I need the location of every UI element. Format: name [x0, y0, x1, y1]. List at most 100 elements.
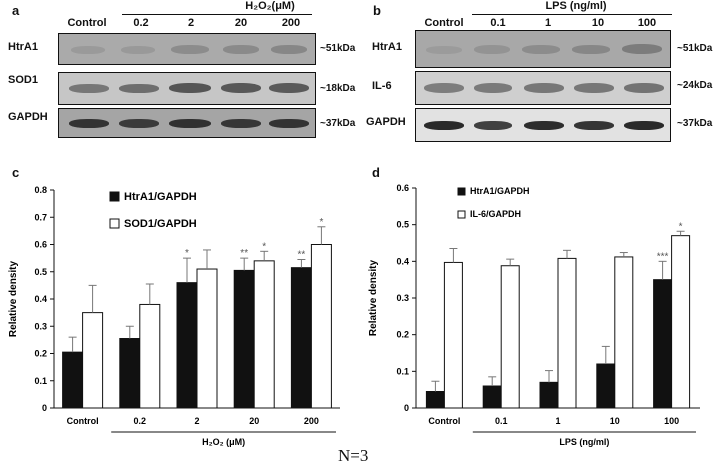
bar-sod1-gapdh	[139, 303, 161, 409]
x-tick-label: 2	[194, 416, 199, 426]
blot-band	[271, 45, 307, 54]
y-tick-label: 0.3	[34, 321, 47, 331]
x-tick-label: 100	[664, 416, 679, 426]
x-tick-label: 20	[249, 416, 259, 426]
x-tick-label: Control	[428, 416, 460, 426]
panel-d-letter: d	[372, 165, 380, 180]
panel-b-mw-il6: ~24kDa	[677, 80, 713, 91]
bar-sod1-gapdh	[196, 268, 218, 409]
panel-a-lane-4: 200	[281, 17, 301, 29]
panel-a-mw-sod1: ~18kDa	[320, 83, 356, 94]
bar-htra1-gapdh	[176, 282, 198, 409]
panel-a-lane-3: 20	[234, 17, 248, 29]
significance-mark: **	[240, 248, 248, 259]
bar-htra1-gapdh	[62, 351, 84, 409]
y-tick-label: 0.5	[396, 220, 409, 230]
blot-band	[119, 119, 159, 128]
panel-a-lane-0: Control	[67, 17, 107, 29]
blot-band	[71, 46, 105, 54]
blot-band	[424, 121, 464, 130]
blot-band	[424, 83, 464, 93]
legend-label: IL-6/GAPDH	[470, 209, 521, 219]
blot-band	[426, 46, 462, 54]
panel-b-blot-htra1	[415, 30, 671, 68]
x-tick-label: Control	[67, 416, 99, 426]
y-tick-label: 0.6	[34, 240, 47, 250]
panel-a-blot-gapdh	[58, 108, 316, 138]
blot-band	[524, 83, 564, 93]
panel-a-treatment-label: H₂O₂(μM)	[245, 0, 295, 12]
bar-htra1-gapdh	[596, 363, 616, 409]
bar-htra1-gapdh	[539, 381, 559, 409]
x-tick-label: 1	[555, 416, 560, 426]
bar-il-6-gapdh	[671, 235, 691, 409]
y-tick-label: 0.1	[396, 366, 409, 376]
x-tick-label: 0.2	[134, 416, 147, 426]
blot-band	[119, 84, 159, 93]
panel-b-lane-2: 1	[544, 17, 552, 29]
legend-label: HtrA1/GAPDH	[124, 191, 197, 203]
panel-b-treatment-line	[472, 14, 672, 15]
blot-band	[169, 83, 211, 93]
bar-il-6-gapdh	[443, 261, 463, 409]
chart-c: 0 0.1 0.2 0.3 0.4 0.5 0.6 0.7 0.8 Relative densit…	[8, 185, 340, 447]
blot-band	[221, 119, 261, 128]
footnote-n: N=3	[338, 446, 369, 465]
y-axis-label: Relative density	[368, 259, 379, 336]
legend-swatch	[457, 210, 466, 219]
y-tick-label: 0.5	[34, 267, 47, 277]
bar-sod1-gapdh	[82, 312, 104, 409]
y-tick-label: 0	[42, 403, 47, 413]
y-tick-label: 0.4	[34, 294, 47, 304]
panel-a-letter: a	[12, 3, 20, 18]
blot-band	[221, 83, 261, 93]
panel-b-row-label-il6: IL-6	[372, 80, 392, 92]
legend-swatch	[109, 191, 120, 202]
significance-mark: *	[679, 221, 683, 232]
legend-label: SOD1/GAPDH	[124, 218, 197, 230]
panel-a-row-label-gapdh: GAPDH	[8, 111, 48, 123]
x-tick-label: 0.1	[495, 416, 508, 426]
bar-sod1-gapdh	[253, 260, 275, 409]
y-tick-label: 0.1	[34, 376, 47, 386]
y-tick-label: 0.2	[396, 330, 409, 340]
y-tick-label: 0.3	[396, 293, 409, 303]
panel-a-lane-labels: Control 0.2 2 20 200	[58, 17, 316, 31]
bar-htra1-gapdh	[290, 267, 312, 409]
bar-htra1-gapdh	[233, 269, 255, 409]
blot-band	[574, 83, 614, 93]
blot-band	[624, 83, 664, 93]
blot-band	[474, 83, 512, 93]
x-axis-label: LPS (ng/ml)	[559, 437, 609, 447]
panel-b-treatment-label: LPS (ng/ml)	[545, 0, 607, 12]
y-tick-label: 0.8	[34, 185, 47, 195]
blot-band	[269, 119, 309, 128]
legend-label: HtrA1/GAPDH	[470, 186, 530, 196]
blot-band	[522, 45, 560, 54]
panel-a-blot-htra1	[58, 33, 316, 65]
significance-mark: *	[319, 217, 323, 228]
panel-b-mw-gapdh: ~37kDa	[677, 118, 713, 129]
y-tick-label: 0.6	[396, 183, 409, 193]
panel-a-mw-htra1: ~51kDa	[320, 43, 356, 54]
bar-il-6-gapdh	[614, 256, 634, 409]
panel-b-row-label-gapdh: GAPDH	[366, 116, 406, 128]
y-tick-label: 0.4	[396, 256, 409, 266]
legend-swatch	[457, 187, 466, 196]
x-axis-label: H₂O₂ (μM)	[202, 437, 245, 447]
blot-band	[223, 45, 259, 54]
panel-b-blot-gapdh	[415, 108, 671, 142]
blot-band	[474, 45, 510, 54]
panel-b-lane-labels: Control 0.1 1 10 100	[415, 17, 671, 31]
chart-d: 0 0.1 0.2 0.3 0.4 0.5 0.6 Relative density Contr…	[368, 183, 700, 447]
panel-a-treatment-line	[122, 14, 312, 15]
blot-band	[624, 121, 664, 130]
x-tick-label: 200	[304, 416, 319, 426]
bar-htra1-gapdh	[425, 391, 445, 409]
panel-a-lane-2: 2	[187, 17, 195, 29]
panel-c-letter: c	[12, 165, 20, 180]
significance-mark: ***	[657, 251, 669, 262]
significance-mark: **	[298, 249, 306, 260]
bar-htra1-gapdh	[653, 279, 673, 409]
bar-sod1-gapdh	[310, 244, 332, 409]
